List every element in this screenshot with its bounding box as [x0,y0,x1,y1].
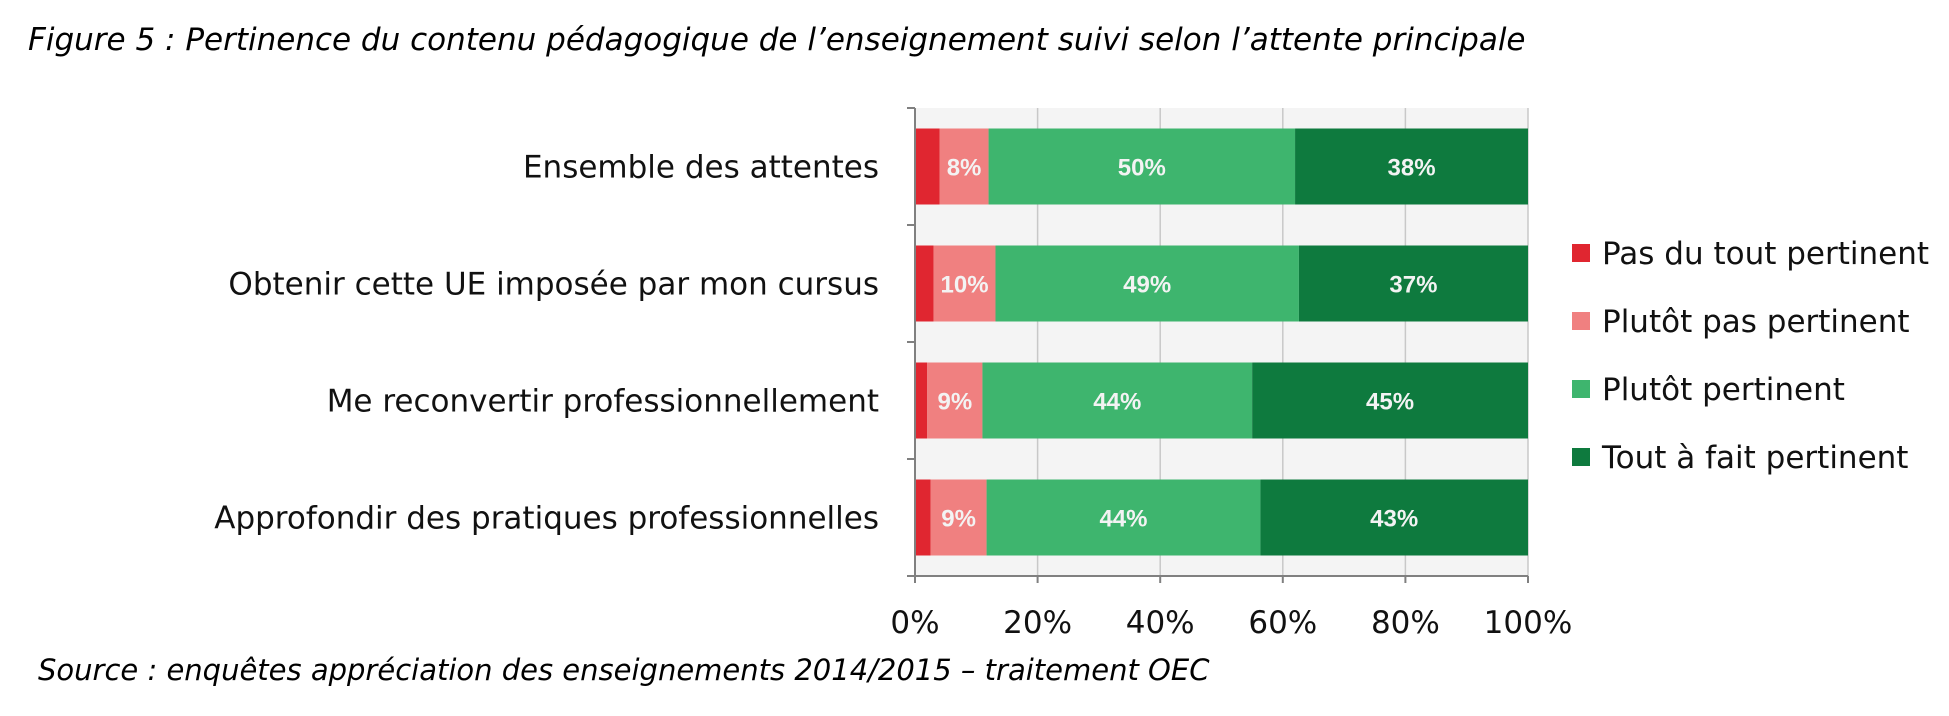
bar-segment [930,479,987,556]
bar-segment [915,245,934,322]
data-label: 9% [941,506,976,533]
x-tick-label: 100% [1484,605,1573,641]
legend-swatch [1572,312,1590,330]
bar-segment [927,362,983,439]
bar-segment [1295,128,1528,205]
data-label: 8% [947,155,982,182]
bar-segment [982,362,1253,439]
bar-segment [915,362,928,439]
data-label: 50% [1118,155,1166,182]
category-label: Approfondir des pratiques professionnell… [214,501,879,537]
legend-label: Pas du tout pertinent [1602,236,1929,272]
bar-segment [915,128,940,205]
bar-segment [986,479,1261,556]
axis-layer: 0% 20% 40% 60% 80% 100% Ensemble des attentes O… [214,107,1573,641]
category-label: Obtenir cette UE imposée par mon cursus [228,267,879,303]
bar-segment [988,128,1296,205]
bar-segment [1252,362,1528,439]
category-label: Me reconvertir professionnellement [327,384,879,420]
legend: Pas du tout pertinent Plutôt pas pertinen… [1572,236,1929,476]
data-label: 37% [1389,272,1437,299]
figure-source: Source : enquêtes appréciation des ensei… [38,653,1210,687]
bar-layer: 8% 50% 38% 10% 49% 37% 9% 44% 45% 9% 44% 43% [915,128,1528,556]
legend-label: Plutôt pas pertinent [1602,304,1910,340]
legend-swatch [1572,244,1590,262]
bar-segment [933,245,996,322]
data-label: 44% [1093,389,1141,416]
bar-segment [1260,479,1528,556]
legend-swatch [1572,448,1590,466]
x-tick-label: 80% [1371,605,1440,641]
x-tick-label: 60% [1248,605,1317,641]
x-tick-label: 0% [890,605,939,641]
bar-segment [939,128,989,205]
data-label: 44% [1099,506,1147,533]
x-tick-label: 40% [1126,605,1195,641]
data-label: 49% [1123,272,1171,299]
bar-segment [1298,245,1528,322]
data-label: 10% [941,272,989,299]
data-label: 43% [1370,506,1418,533]
data-label: 45% [1366,389,1414,416]
data-label: 38% [1388,155,1436,182]
legend-swatch [1572,380,1590,398]
legend-label: Tout à fait pertinent [1601,440,1908,476]
legend-label: Plutôt pertinent [1602,372,1845,408]
bar-segment [915,479,931,556]
figure-title: Figure 5 : Pertinence du contenu pédagog… [28,22,1526,58]
x-tick-label: 20% [1003,605,1072,641]
bar-segment [995,245,1299,322]
data-label: 9% [938,389,973,416]
category-label: Ensemble des attentes [523,150,879,186]
